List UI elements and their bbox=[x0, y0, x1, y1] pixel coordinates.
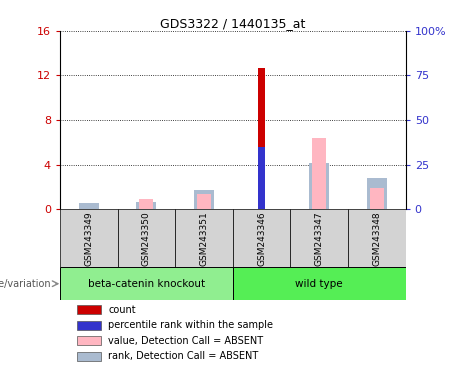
Text: GSM243347: GSM243347 bbox=[315, 211, 324, 266]
Bar bbox=[79, 203, 99, 209]
Text: GSM243349: GSM243349 bbox=[84, 211, 93, 266]
Bar bbox=[77, 321, 101, 330]
Text: wild type: wild type bbox=[296, 279, 343, 289]
Bar bbox=[60, 209, 118, 268]
Bar bbox=[194, 190, 214, 209]
Bar bbox=[233, 268, 406, 300]
Bar bbox=[77, 305, 101, 314]
Bar bbox=[139, 199, 154, 209]
Bar bbox=[77, 336, 101, 345]
Title: GDS3322 / 1440135_at: GDS3322 / 1440135_at bbox=[160, 17, 306, 30]
Bar bbox=[348, 209, 406, 268]
Bar bbox=[233, 209, 290, 268]
Bar bbox=[290, 209, 348, 268]
Bar bbox=[118, 209, 175, 268]
Bar bbox=[309, 164, 329, 209]
Bar bbox=[370, 188, 384, 209]
Text: GSM243346: GSM243346 bbox=[257, 211, 266, 266]
Bar bbox=[367, 179, 387, 209]
Text: genotype/variation: genotype/variation bbox=[0, 279, 51, 289]
Bar bbox=[77, 352, 101, 361]
Text: value, Detection Call = ABSENT: value, Detection Call = ABSENT bbox=[108, 336, 263, 346]
Bar bbox=[258, 68, 265, 209]
Text: rank, Detection Call = ABSENT: rank, Detection Call = ABSENT bbox=[108, 351, 259, 361]
Bar bbox=[312, 138, 326, 209]
Bar bbox=[197, 194, 211, 209]
Bar bbox=[60, 268, 233, 300]
Text: percentile rank within the sample: percentile rank within the sample bbox=[108, 320, 273, 330]
Text: beta-catenin knockout: beta-catenin knockout bbox=[88, 279, 205, 289]
Bar bbox=[258, 147, 265, 209]
Bar bbox=[175, 209, 233, 268]
Text: count: count bbox=[108, 305, 136, 314]
Text: GSM243350: GSM243350 bbox=[142, 211, 151, 266]
Text: GSM243351: GSM243351 bbox=[200, 211, 208, 266]
Text: GSM243348: GSM243348 bbox=[372, 211, 381, 266]
Bar bbox=[136, 202, 156, 209]
